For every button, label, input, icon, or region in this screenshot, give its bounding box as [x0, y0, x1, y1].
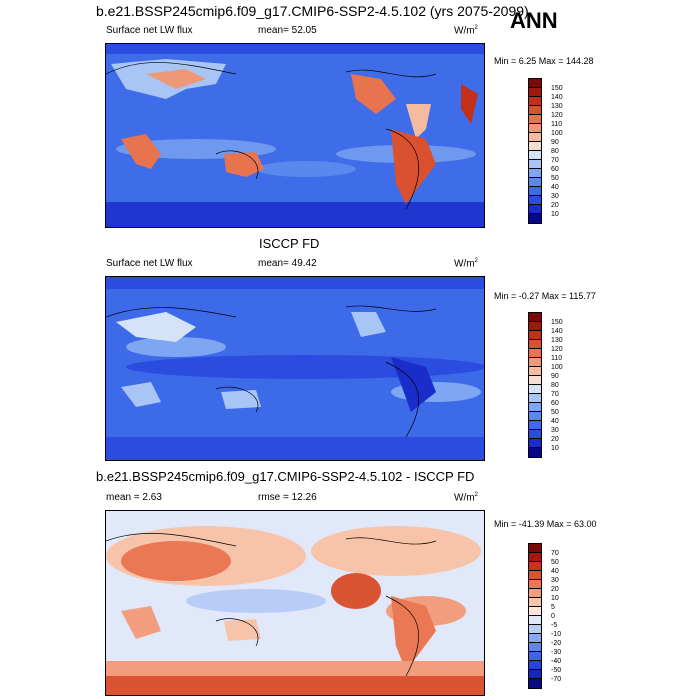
panel1-variable-label: Surface net LW flux: [106, 25, 193, 36]
panel3-rmse-label: rmse = 12.26: [258, 492, 317, 503]
panel1-units: W/m2: [454, 25, 478, 37]
panel3-title: b.e21.BSSP245cmip6.f09_g17.CMIP6-SSP2-4.…: [96, 469, 475, 484]
panel1-colorbar: [528, 78, 542, 224]
panel2-variable-label: Surface net LW flux: [106, 258, 193, 269]
panel3-mean-label: mean = 2.63: [106, 492, 162, 503]
panel2-mean-label: mean= 49.42: [258, 258, 317, 269]
figure-title: b.e21.BSSP245cmip6.f09_g17.CMIP6-SSP2-4.…: [96, 3, 529, 19]
panel3-units: W/m2: [454, 492, 478, 504]
panel2-colorbar: [528, 312, 542, 458]
panel3-minmax: Min = -41.39 Max = 63.00: [494, 519, 597, 529]
panel3-map: [105, 510, 485, 696]
panel1-mean-label: mean= 52.05: [258, 25, 317, 36]
season-label: ANN: [510, 8, 558, 33]
panel1-minmax: Min = 6.25 Max = 144.28: [494, 56, 594, 66]
panel2-map: [105, 276, 485, 461]
panel1-map: [105, 43, 485, 228]
panel3-colorbar: [528, 543, 542, 689]
panel2-minmax: Min = -0.27 Max = 115.77: [494, 291, 596, 301]
panel2-title: ISCCP FD: [259, 236, 320, 251]
panel2-units: W/m2: [454, 258, 478, 270]
